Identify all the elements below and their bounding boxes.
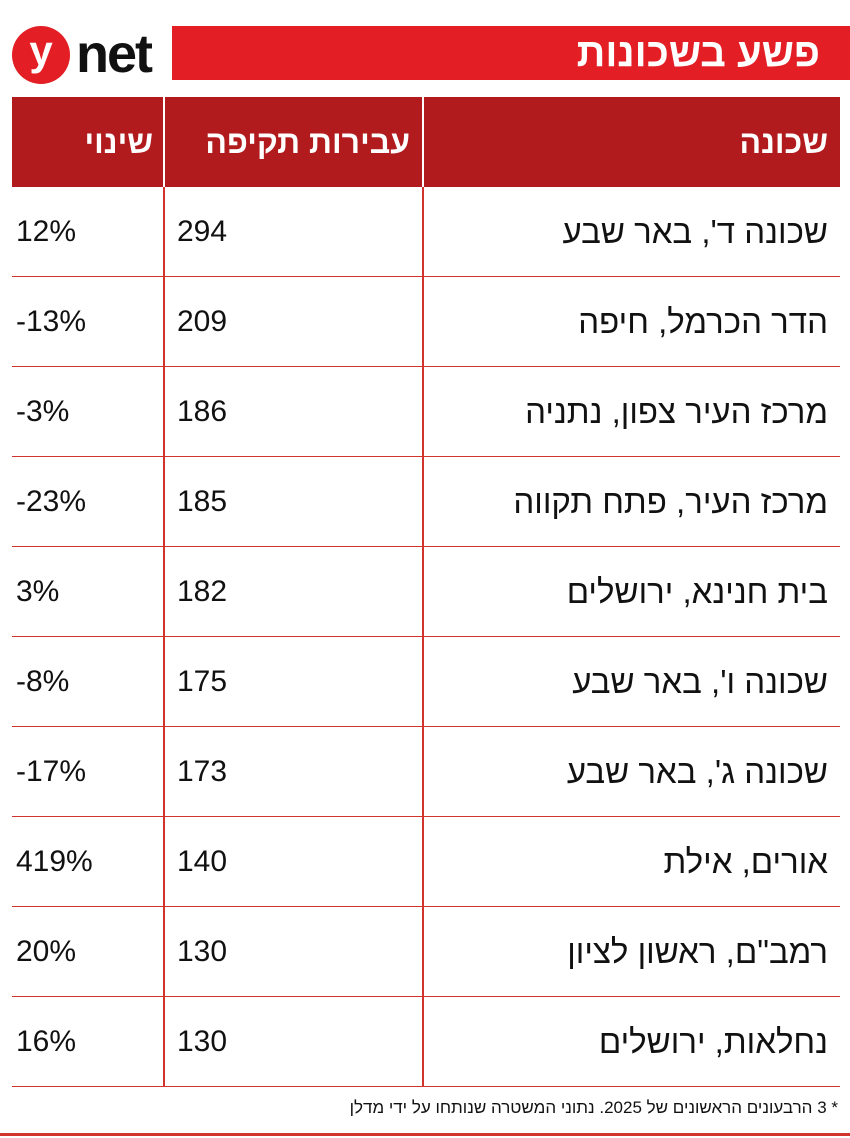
table-row: רמב"ם, ראשון לציון 130 20% <box>12 907 840 997</box>
table-row: בית חנינא, ירושלים 182 3% <box>12 547 840 637</box>
table-row: שכונה ד', באר שבע 294 12% <box>12 187 840 277</box>
cell-assaults: 175 <box>163 637 422 726</box>
table-row: נחלאות, ירושלים 130 16% <box>12 997 840 1087</box>
ynet-logo: y net <box>12 24 162 84</box>
bottom-divider <box>0 1133 850 1136</box>
table-body: שכונה ד', באר שבע 294 12% הדר הכרמל, חיפה 20… <box>12 187 840 1087</box>
page-title: פשע בשכונות <box>576 31 820 75</box>
assaults-value: 185 <box>177 484 228 518</box>
change-value: 16% <box>16 1024 77 1058</box>
cell-assaults: 173 <box>163 727 422 816</box>
cell-change: -3% <box>12 367 163 456</box>
assaults-value: 175 <box>177 664 228 698</box>
column-header-change: שינוי <box>84 123 153 160</box>
change-value: -8% <box>16 664 70 698</box>
assaults-value: 182 <box>177 574 228 608</box>
change-value: 12% <box>16 214 77 248</box>
change-value: -23% <box>16 484 87 518</box>
change-value: 20% <box>16 934 77 968</box>
logo-text: net <box>76 24 153 84</box>
assaults-value: 186 <box>177 394 228 428</box>
table-row: הדר הכרמל, חיפה 209 -13% <box>12 277 840 367</box>
cell-neighborhood: אורים, אילת <box>422 817 840 906</box>
cell-neighborhood: מרכז העיר, פתח תקווה <box>422 457 840 546</box>
cell-assaults: 130 <box>163 907 422 996</box>
cell-change: -17% <box>12 727 163 816</box>
column-header-assaults: עבירות תקיפה <box>163 97 422 187</box>
cell-neighborhood: בית חנינא, ירושלים <box>422 547 840 636</box>
cell-assaults: 140 <box>163 817 422 906</box>
cell-neighborhood: שכונה ו', באר שבע <box>422 637 840 726</box>
assaults-value: 140 <box>177 844 228 878</box>
cell-change: 3% <box>12 547 163 636</box>
title-bar: פשע בשכונות <box>172 26 850 80</box>
assaults-value: 130 <box>177 1024 228 1058</box>
logo-mark: y <box>12 26 70 84</box>
assaults-value: 294 <box>177 214 228 248</box>
cell-assaults: 186 <box>163 367 422 456</box>
cell-assaults: 185 <box>163 457 422 546</box>
column-header-neighborhood: שכונה <box>422 97 840 187</box>
change-value: -17% <box>16 754 87 788</box>
cell-change: -8% <box>12 637 163 726</box>
assaults-value: 130 <box>177 934 228 968</box>
cell-change: -23% <box>12 457 163 546</box>
table-row: מרכז העיר צפון, נתניה 186 -3% <box>12 367 840 457</box>
change-value: -13% <box>16 304 87 338</box>
cell-change: 20% <box>12 907 163 996</box>
cell-neighborhood: הדר הכרמל, חיפה <box>422 277 840 366</box>
change-value: 3% <box>16 574 60 608</box>
cell-change: 16% <box>12 997 163 1086</box>
cell-neighborhood: רמב"ם, ראשון לציון <box>422 907 840 996</box>
cell-change: 12% <box>12 187 163 276</box>
assaults-value: 173 <box>177 754 228 788</box>
change-value: 419% <box>16 844 93 878</box>
cell-assaults: 130 <box>163 997 422 1086</box>
data-table: שכונה עבירות תקיפה שינוי שכונה ד', באר ש… <box>12 97 840 1087</box>
cell-change: 419% <box>12 817 163 906</box>
cell-assaults: 182 <box>163 547 422 636</box>
cell-neighborhood: שכונה ג', באר שבע <box>422 727 840 816</box>
table-row: אורים, אילת 140 419% <box>12 817 840 907</box>
table-header: שכונה עבירות תקיפה שינוי <box>12 97 840 187</box>
cell-assaults: 209 <box>163 277 422 366</box>
footnote: * 3 הרבעונים הראשונים של 2025. נתוני המש… <box>349 1098 838 1117</box>
cell-change: -13% <box>12 277 163 366</box>
cell-neighborhood: נחלאות, ירושלים <box>422 997 840 1086</box>
cell-neighborhood: שכונה ד', באר שבע <box>422 187 840 276</box>
table-row: מרכז העיר, פתח תקווה 185 -23% <box>12 457 840 547</box>
assaults-value: 209 <box>177 304 228 338</box>
cell-assaults: 294 <box>163 187 422 276</box>
table-row: שכונה ג', באר שבע 173 -17% <box>12 727 840 817</box>
table-row: שכונה ו', באר שבע 175 -8% <box>12 637 840 727</box>
cell-neighborhood: מרכז העיר צפון, נתניה <box>422 367 840 456</box>
change-value: -3% <box>16 394 70 428</box>
